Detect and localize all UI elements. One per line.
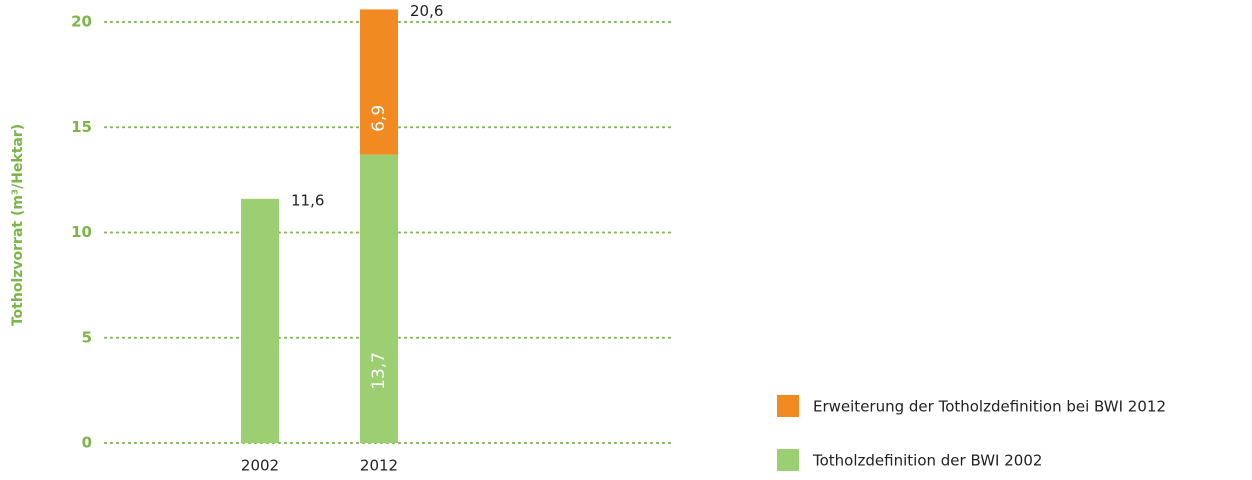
y-tick-label: 10	[71, 223, 92, 241]
x-tick-label: 2002	[241, 457, 279, 475]
total-label: 11,6	[291, 191, 324, 209]
y-tick-label: 20	[71, 13, 92, 31]
bar-segment	[360, 9, 398, 155]
bar-value-label: 13,7	[369, 352, 389, 390]
total-label: 20,6	[410, 2, 443, 20]
y-tick-label: 15	[71, 118, 92, 136]
y-tick-label: 5	[82, 328, 92, 346]
bar-value-label: 6,9	[369, 105, 389, 132]
y-axis-title: Totholzvorrat (m³/Hektar)	[10, 124, 26, 326]
legend-label: Totholzdefinition der BWI 2002	[812, 452, 1042, 470]
bar-segment	[241, 198, 279, 443]
total-label-bg	[402, 0, 450, 20]
bar-segment	[360, 154, 398, 443]
legend-swatch	[777, 395, 799, 417]
total-label-bg	[283, 188, 331, 209]
legend-swatch	[777, 449, 799, 471]
y-tick-label: 0	[82, 434, 92, 452]
legend-label: Erweiterung der Totholzdefinition bei BW…	[813, 398, 1166, 416]
x-tick-label: 2012	[360, 457, 398, 475]
